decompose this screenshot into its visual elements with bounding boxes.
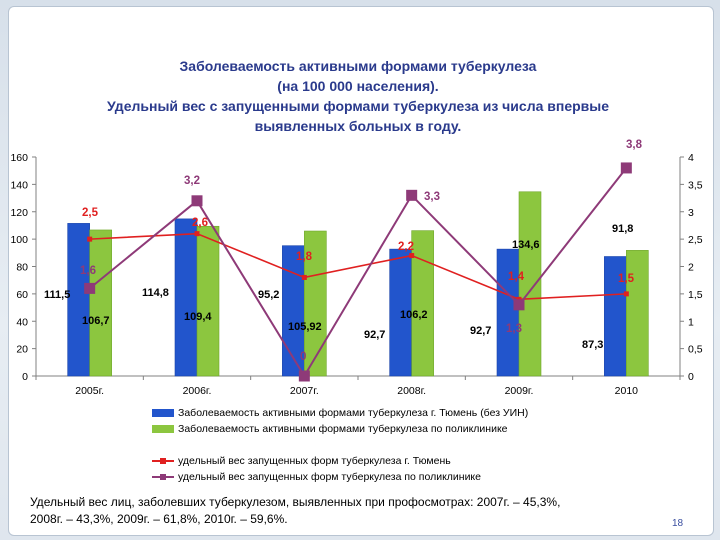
y-left-tick-label: 160	[10, 152, 28, 164]
footnote-line: Удельный вес лиц, заболевших туберкулезо…	[30, 495, 561, 509]
line-label-clinic: 3,2	[184, 175, 200, 187]
legend-swatch-green	[152, 425, 174, 433]
line-label-clinic: 0	[300, 351, 306, 363]
bar-label-tyumen: 114,8	[142, 287, 169, 299]
y-left-tick-label: 120	[10, 207, 28, 219]
bar-label-tyumen: 95,2	[258, 289, 279, 301]
y-left-tick-label: 40	[16, 316, 28, 328]
bar-label-tyumen: 87,3	[582, 339, 603, 351]
x-tick-label: 2007г.	[290, 385, 319, 397]
marker-tyumen	[623, 291, 629, 297]
legend-entry: удельный вес запущенных форм туберкулеза…	[152, 470, 481, 484]
marker-clinic	[191, 195, 203, 207]
x-tick-label: 2005г.	[75, 385, 104, 397]
y-right-tick-label: 3	[688, 207, 694, 219]
marker-tyumen	[301, 274, 307, 280]
x-tick-label: 2009г.	[505, 385, 534, 397]
legend-entry: Заболеваемость активными формами туберку…	[152, 406, 528, 420]
bar-label-tyumen: 111,5	[44, 289, 70, 301]
bar-label-clinic: 91,8	[612, 223, 633, 235]
y-left-tick-label: 60	[16, 289, 28, 301]
line-label-tyumen: 2,6	[192, 217, 208, 229]
line-label-tyumen: 1,4	[508, 271, 525, 283]
marker-clinic	[513, 299, 525, 311]
footnote: Удельный вес лиц, заболевших туберкулезо…	[30, 494, 670, 528]
legend-label: Заболеваемость активными формами туберку…	[178, 407, 529, 419]
y-right-tick-label: 1,5	[688, 289, 703, 301]
line-label-tyumen: 1,8	[296, 251, 313, 263]
bar-label-clinic: 109,4	[184, 311, 212, 323]
y-right-tick-label: 0	[688, 371, 694, 383]
line-label-tyumen: 1,5	[618, 273, 635, 285]
y-right-tick-label: 3,5	[688, 179, 703, 191]
bar-tyumen	[67, 223, 90, 377]
marker-tyumen	[194, 231, 200, 237]
legend-entry: Заболеваемость активными формами туберку…	[152, 422, 508, 436]
line-clinic	[89, 167, 628, 378]
bar-tyumen	[174, 218, 198, 377]
title-line: выявленных больных в году.	[254, 118, 462, 134]
page-number: 18	[672, 518, 684, 529]
bar-clinic	[196, 225, 220, 377]
bar-label-tyumen: 92,7	[364, 329, 385, 341]
line-label-tyumen: 2,2	[398, 241, 414, 253]
bar-label-clinic: 134,6	[512, 239, 540, 251]
y-right-tick-label: 4	[688, 152, 694, 164]
marker-clinic	[298, 370, 310, 382]
line-label-clinic: 1,6	[80, 265, 96, 277]
line-label-clinic: 3,8	[626, 139, 643, 151]
bar-label-clinic: 106,2	[400, 309, 428, 321]
marker-clinic	[84, 282, 96, 294]
y-left-tick-label: 80	[16, 262, 28, 274]
chart-title: Заболеваемость активными формами туберку…	[72, 56, 644, 136]
line-label-clinic: 3,3	[424, 191, 440, 203]
y-right-tick-label: 0,5	[688, 344, 703, 356]
legend-entry: удельный вес запущенных форм туберкулеза…	[152, 454, 451, 468]
bar-label-clinic: 105,92	[288, 321, 322, 333]
y-right-tick-label: 2,5	[688, 234, 703, 246]
bar-clinic	[304, 230, 327, 377]
legend-swatch-red-line	[152, 456, 174, 466]
x-tick-label: 2006г.	[183, 385, 212, 397]
bar-label-clinic: 106,7	[82, 315, 110, 327]
title-line: Удельный вес с запущенными формами тубер…	[106, 98, 610, 114]
legend-label: удельный вес запущенных форм туберкулеза…	[178, 471, 481, 483]
legend-label: удельный вес запущенных форм туберкулеза…	[178, 455, 451, 467]
marker-clinic	[620, 162, 632, 174]
bar-clinic	[89, 229, 112, 377]
x-tick-label: 2008г.	[397, 385, 426, 397]
title-line: (на 100 000 населения).	[277, 78, 439, 94]
bar-label-tyumen: 92,7	[470, 325, 491, 337]
y-left-tick-label: 0	[22, 371, 28, 383]
bar-clinic	[518, 191, 542, 377]
bar-tyumen	[496, 248, 520, 377]
bar-clinic	[626, 250, 649, 377]
bar-clinic	[411, 230, 434, 377]
marker-tyumen	[409, 253, 415, 259]
legend-swatch-blue	[152, 409, 174, 417]
chart-legend: Заболеваемость активными формами туберку…	[36, 404, 680, 490]
line-tyumen	[89, 232, 627, 301]
title-line: Заболеваемость активными формами туберку…	[179, 58, 537, 74]
y-right-tick-label: 1	[688, 316, 694, 328]
line-label-clinic: 1,3	[506, 323, 522, 335]
y-left-tick-label: 140	[10, 179, 28, 191]
legend-swatch-purple-line	[152, 472, 174, 482]
y-left-tick-label: 20	[16, 344, 28, 356]
marker-tyumen	[87, 236, 93, 242]
legend-label: Заболеваемость активными формами туберку…	[178, 423, 508, 435]
y-left-tick-label: 100	[10, 234, 28, 246]
x-tick-label: 2010	[615, 385, 639, 397]
line-label-tyumen: 2,5	[82, 207, 99, 219]
footnote-line: 2008г. – 43,3%, 2009г. – 61,8%, 2010г. –…	[30, 512, 288, 526]
marker-clinic	[406, 189, 418, 201]
y-right-tick-label: 2	[688, 262, 694, 274]
